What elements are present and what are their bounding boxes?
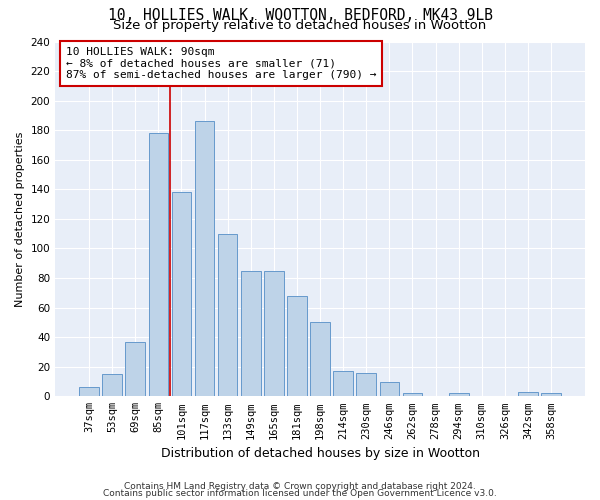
Bar bbox=[195, 122, 214, 396]
Bar bbox=[287, 296, 307, 396]
Bar bbox=[125, 342, 145, 396]
Bar bbox=[403, 394, 422, 396]
Bar bbox=[218, 234, 238, 396]
Text: Contains HM Land Registry data © Crown copyright and database right 2024.: Contains HM Land Registry data © Crown c… bbox=[124, 482, 476, 491]
Bar bbox=[541, 394, 561, 396]
Text: Contains public sector information licensed under the Open Government Licence v3: Contains public sector information licen… bbox=[103, 489, 497, 498]
Bar bbox=[103, 374, 122, 396]
Bar bbox=[449, 394, 469, 396]
Bar bbox=[334, 371, 353, 396]
X-axis label: Distribution of detached houses by size in Wootton: Distribution of detached houses by size … bbox=[161, 447, 479, 460]
Bar bbox=[264, 270, 284, 396]
Bar bbox=[518, 392, 538, 396]
Bar bbox=[79, 388, 99, 396]
Bar bbox=[356, 372, 376, 396]
Y-axis label: Number of detached properties: Number of detached properties bbox=[15, 131, 25, 306]
Text: Size of property relative to detached houses in Wootton: Size of property relative to detached ho… bbox=[113, 18, 487, 32]
Text: 10, HOLLIES WALK, WOOTTON, BEDFORD, MK43 9LB: 10, HOLLIES WALK, WOOTTON, BEDFORD, MK43… bbox=[107, 8, 493, 22]
Text: 10 HOLLIES WALK: 90sqm
← 8% of detached houses are smaller (71)
87% of semi-deta: 10 HOLLIES WALK: 90sqm ← 8% of detached … bbox=[66, 47, 376, 80]
Bar bbox=[310, 322, 330, 396]
Bar bbox=[149, 133, 168, 396]
Bar bbox=[241, 270, 260, 396]
Bar bbox=[172, 192, 191, 396]
Bar bbox=[380, 382, 399, 396]
